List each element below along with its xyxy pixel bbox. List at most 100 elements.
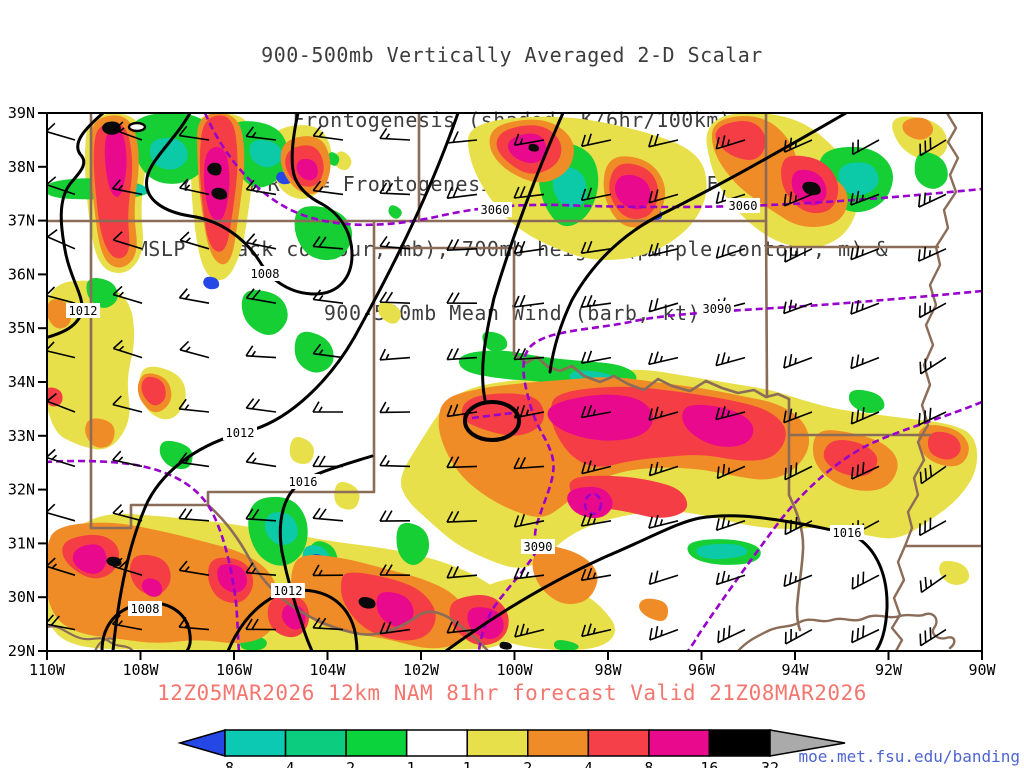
colorbar-tick-label: -2 <box>337 759 355 768</box>
wind-barb <box>580 350 612 364</box>
wind-barb <box>513 133 545 146</box>
wind-barb <box>919 517 947 537</box>
border-109w <box>89 113 210 530</box>
wind-barb <box>112 450 143 468</box>
colorbar-segment <box>345 729 408 757</box>
wind-barb <box>446 131 478 144</box>
lon-label: 108W <box>122 661 159 679</box>
wind-barb <box>379 401 411 414</box>
shade-blob-g <box>241 290 288 336</box>
wind-barb <box>179 178 210 196</box>
wind-barb <box>379 235 411 250</box>
wind-barb <box>312 236 344 250</box>
height-label-box <box>521 539 555 554</box>
colorbar-segment <box>527 729 590 757</box>
shade-blob-k <box>358 597 376 609</box>
mslp-label-box <box>66 303 100 318</box>
wind-barb <box>47 229 76 250</box>
wind-barb <box>783 572 813 588</box>
shade-blob-g <box>482 331 508 352</box>
mslp-label: 1012 <box>226 426 255 440</box>
wind-barb <box>648 133 679 148</box>
wind-barb <box>245 618 277 631</box>
wind-barb <box>580 513 612 527</box>
colorbar-tick-label: 32 <box>761 759 779 768</box>
shade-blob-g <box>848 389 885 414</box>
lat-label: 39N <box>8 104 35 122</box>
wind-barb <box>446 348 478 361</box>
colorbar-segment <box>648 729 711 757</box>
wind-barbs <box>47 121 947 647</box>
wind-barb <box>783 137 813 153</box>
wind-barb <box>513 456 545 470</box>
lat-label: 30N <box>8 588 35 606</box>
wind-barb <box>379 621 411 635</box>
wind-barb <box>919 137 947 157</box>
wind-barb <box>178 616 210 631</box>
wind-barb <box>648 298 679 313</box>
wind-barb <box>312 507 344 522</box>
wind-barb <box>580 294 612 308</box>
mslp-1016-se <box>444 514 889 651</box>
wind-barb <box>47 392 76 413</box>
wind-barb <box>581 460 612 475</box>
height-contour-inside-low <box>471 411 513 420</box>
lon-label: 96W <box>688 661 716 679</box>
lon-label: 98W <box>594 661 622 679</box>
shade-blob-m <box>547 394 654 441</box>
mslp-tiny-oval <box>127 121 147 133</box>
height-contour-3090 <box>477 289 982 651</box>
wind-barb <box>312 564 344 577</box>
colorbar-tick-label: -4 <box>277 759 295 768</box>
wind-barb <box>784 628 813 645</box>
mslp-label: 1012 <box>274 584 303 598</box>
shade-blob-t <box>149 137 188 170</box>
shade-blob-t <box>696 543 748 560</box>
wind-barb <box>379 510 411 522</box>
shade-blob-o <box>85 418 115 448</box>
wind-barb <box>312 343 344 359</box>
wind-barb <box>47 557 76 576</box>
wind-barb <box>715 570 746 586</box>
shade-blob-r <box>715 121 766 160</box>
border-tx-la <box>787 433 805 632</box>
colorbar-segment <box>224 729 287 757</box>
height-label: 3060 <box>729 199 758 213</box>
wind-barb <box>113 121 143 141</box>
colorbar-tick-label: 2 <box>523 759 532 768</box>
mslp-label: 1008 <box>131 602 160 616</box>
shade-blob-r <box>569 475 688 518</box>
wind-barb <box>783 191 813 207</box>
height-label: 3060 <box>481 203 510 217</box>
wind-barb <box>312 289 344 304</box>
wind-barb <box>379 348 411 361</box>
wind-barb <box>178 125 210 141</box>
wind-barb <box>178 508 210 522</box>
wind-barb <box>178 398 210 413</box>
wind-barb <box>47 341 76 359</box>
wind-barb <box>513 405 545 419</box>
wind-barb <box>850 190 880 206</box>
mslp-closed-low <box>463 400 521 442</box>
colorbar-tick-label: 4 <box>584 759 593 768</box>
wind-barb <box>918 302 947 319</box>
wind-barb <box>446 186 478 199</box>
mslp-label-box <box>128 601 162 616</box>
wind-barb <box>919 574 947 594</box>
lon-label: 90W <box>968 661 996 679</box>
shade-blob-t <box>552 166 587 208</box>
wind-barb <box>580 240 612 254</box>
mslp-label-box <box>223 425 257 440</box>
wind-barb <box>851 461 880 480</box>
wind-barb <box>513 185 545 199</box>
height-label-box <box>478 202 512 217</box>
site-watermark-link[interactable]: moe.met.fsu.edu/banding <box>798 747 1020 766</box>
lat-label: 37N <box>8 212 35 230</box>
shade-blob-y <box>939 560 970 585</box>
lon-label: 110W <box>29 661 66 679</box>
wind-barb <box>379 454 411 468</box>
wind-barb <box>47 176 76 196</box>
wind-barb <box>648 514 679 529</box>
wind-barb <box>178 288 210 304</box>
